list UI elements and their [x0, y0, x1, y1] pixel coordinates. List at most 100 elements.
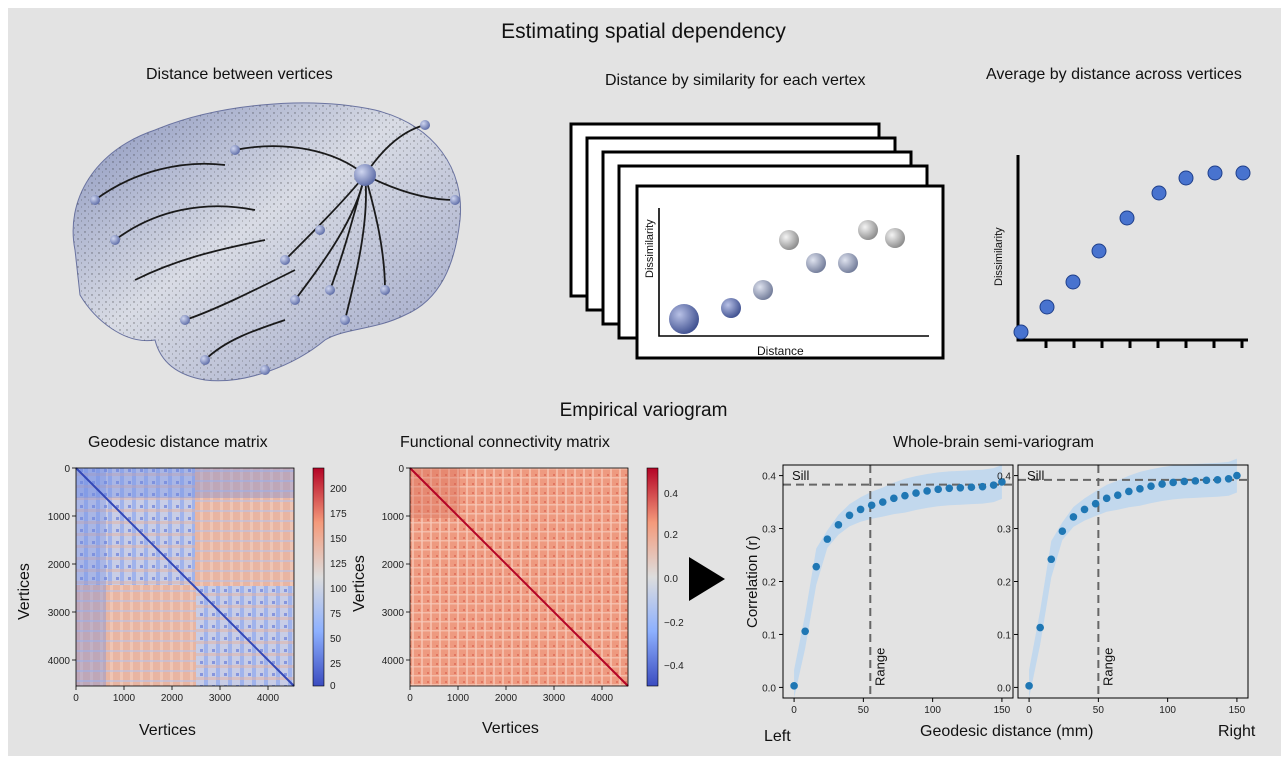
avg-axes	[1016, 155, 1248, 342]
tick-label: 0	[64, 464, 70, 475]
avg-ylabel: Dissimilarity	[993, 227, 1005, 286]
tick-label: 4000	[257, 693, 280, 704]
tick-label: 4000	[591, 693, 614, 704]
geodesic-colorbar-ticks: 200 175 150 125 100 75 50 25 0	[330, 484, 347, 692]
tick-label: 0.4	[664, 489, 678, 500]
data-point	[845, 511, 854, 520]
data-point	[989, 481, 998, 489]
data-point	[1025, 682, 1033, 690]
tick-label: 75	[330, 609, 342, 620]
tick-label: 3000	[48, 608, 71, 619]
y-tick-label: 0.1	[997, 630, 1011, 641]
y-tick-label: 0.0	[762, 683, 776, 694]
vertex-nodes	[90, 120, 460, 375]
data-point	[1147, 482, 1155, 490]
x-tick-label: 150	[994, 705, 1011, 715]
geodesic-ylabel: Vertices	[16, 563, 33, 620]
main-title: Estimating spatial dependency	[501, 20, 786, 43]
data-point	[912, 489, 920, 497]
y-tick-label: 0.0	[997, 683, 1011, 694]
geodesic-ticks	[72, 467, 269, 690]
tick-label: 0	[398, 464, 404, 475]
data-point	[790, 682, 798, 690]
variogram-plots: 0.4 0.3 0.2 0.1 0.0 0 50 100 150 Sill Range 0.4 0.3…	[762, 458, 1249, 715]
sphere	[806, 253, 826, 273]
tick-label: 0.2	[664, 530, 678, 541]
data-point	[890, 494, 898, 503]
sphere	[838, 253, 858, 273]
functional-ticks	[406, 467, 603, 690]
tick-label: 125	[330, 559, 347, 570]
data-point	[1069, 513, 1078, 521]
data-point	[923, 487, 931, 495]
card-xlabel: Distance	[757, 344, 804, 358]
data-point	[823, 535, 832, 543]
geodesic-xlabel: Vertices	[139, 722, 196, 739]
tick-label: 3000	[209, 693, 232, 704]
data-point	[1158, 480, 1166, 488]
sphere	[669, 304, 699, 334]
variogram-left: 0.4 0.3 0.2 0.1 0.0 0 50 100 150 Sill Range	[762, 464, 1014, 715]
functional-title: Functional connectivity matrix	[400, 434, 610, 451]
functional-yticklabels: 0 1000 2000 3000 4000	[382, 464, 405, 667]
data-point	[1058, 527, 1067, 535]
y-tick-label: 0.1	[762, 630, 776, 641]
tick-label: 3000	[543, 693, 566, 704]
tick-label: 150	[330, 534, 347, 545]
data-point	[945, 484, 954, 493]
data-point	[834, 521, 843, 529]
range-label: Range	[1100, 648, 1115, 686]
tick-label: 1000	[447, 693, 470, 704]
data-point	[1202, 476, 1211, 485]
data-point	[967, 483, 976, 492]
geodesic-colorbar	[312, 467, 325, 687]
card-ylabel: Dissimilarity	[644, 219, 656, 278]
avg-points	[1013, 165, 1251, 340]
card-axes	[658, 208, 929, 337]
tick-label: 0	[330, 681, 336, 692]
variogram-ylabel: Correlation (r)	[744, 535, 761, 628]
y-tick-label: 0.2	[997, 578, 1011, 589]
data-point	[801, 627, 809, 636]
data-point	[1180, 477, 1189, 486]
geodesic-heatmap	[75, 467, 295, 687]
x-tick-label: 50	[1093, 705, 1105, 715]
tick-label: 1000	[113, 693, 136, 704]
data-point	[901, 491, 909, 500]
data-point	[867, 501, 876, 510]
tick-label: −0.2	[664, 618, 684, 629]
variogram-xlabel: Geodesic distance (mm)	[920, 723, 1094, 740]
range-label: Range	[872, 648, 887, 686]
data-point	[1191, 477, 1200, 485]
tick-label: 200	[330, 484, 347, 495]
functional-colorbar	[646, 467, 659, 687]
y-tick-label: 0.4	[762, 472, 776, 483]
geodesic-xticklabels: 0 1000 2000 3000 4000	[73, 693, 279, 704]
functional-heatmap	[409, 467, 629, 687]
data-point	[878, 498, 887, 506]
similarity-card-stack	[569, 122, 945, 360]
brain-surface-illustration	[72, 102, 462, 382]
functional-xlabel: Vertices	[482, 720, 539, 737]
geodesic-title: Geodesic distance matrix	[88, 434, 268, 451]
average-by-distance-title: Average by distance across vertices	[986, 66, 1242, 83]
data-point	[1036, 623, 1044, 632]
tick-label: 2000	[161, 693, 184, 704]
variogram-right: 0.4 0.3 0.2 0.1 0.0 0 50 100 150 Sill Range	[997, 458, 1249, 715]
arrow-right-icon	[689, 557, 725, 601]
tick-label: 2000	[48, 560, 71, 571]
tick-label: 0.0	[664, 574, 678, 585]
x-tick-label: 100	[924, 705, 941, 715]
data-point	[998, 478, 1006, 486]
geodesic-matrix-figure: 0 1000 2000 3000 4000 0 1000 2000 3000 4…	[48, 464, 347, 704]
data-point	[856, 505, 865, 514]
tick-label: 175	[330, 509, 347, 520]
tick-label: 50	[330, 634, 342, 645]
sphere	[779, 230, 799, 250]
y-tick-label: 0.2	[762, 578, 776, 589]
brain-shape	[72, 102, 462, 382]
sill-label: Sill	[792, 468, 809, 483]
data-point	[1080, 505, 1089, 514]
tick-label: 3000	[382, 608, 405, 619]
sill-label: Sill	[1027, 468, 1044, 483]
